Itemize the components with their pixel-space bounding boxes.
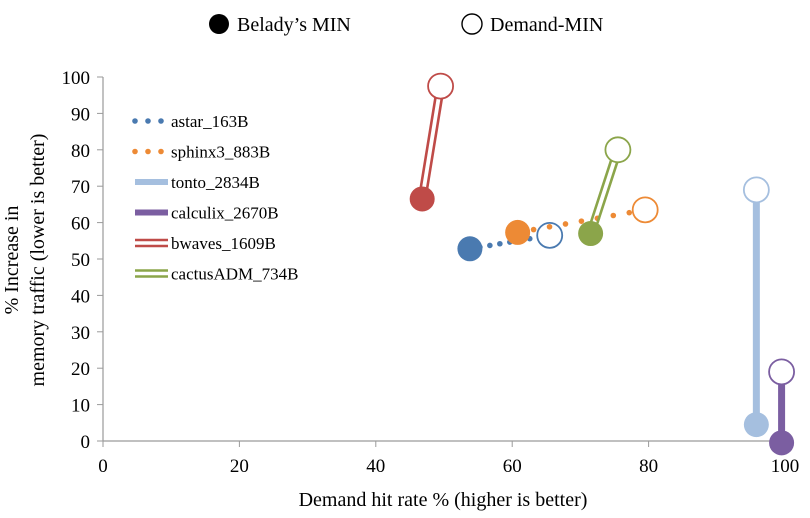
y-tick-label: 20 (71, 359, 90, 380)
belady-min-point (578, 221, 604, 247)
demand-min-point (427, 72, 454, 100)
y-tick-label: 60 (71, 214, 90, 235)
axes: 0 10 20 30 40 50 60 70 80 90 100 0 20 40 60 80 100 (62, 68, 800, 477)
series-astar_163B (457, 221, 564, 262)
connector-line (586, 148, 617, 233)
legend-item-astar_163B: astar_163B (132, 112, 248, 131)
y-tick-label: 10 (71, 396, 90, 417)
legend-item-bwaves_1609B: bwaves_1609B (135, 234, 276, 253)
open-circle-icon (461, 13, 483, 35)
filled-circle-icon (209, 14, 229, 34)
series-layer (409, 72, 795, 456)
legend-label: cactusADM_734B (171, 265, 298, 284)
belady-min-point (769, 430, 795, 456)
demand-min-point (768, 358, 795, 386)
series-calculix_2670B (768, 358, 795, 456)
demand-min-point (604, 136, 632, 164)
demand-min-point (631, 196, 659, 224)
connector-line (417, 85, 439, 199)
y-axis-title-line-1: % Increase in (1, 206, 23, 315)
x-tick-label: 40 (366, 456, 385, 477)
y-tick-label: 50 (71, 250, 90, 271)
series-bwaves_1609B (409, 72, 454, 212)
y-tick-label: 90 (71, 104, 90, 125)
belady-min-point (409, 186, 435, 212)
legend-swatch (145, 148, 151, 155)
series-tonto_2834B (742, 176, 770, 438)
legend-label: tonto_2834B (171, 173, 260, 192)
y-tick-label: 100 (62, 68, 91, 89)
series-sphinx3_883B (505, 196, 659, 245)
demand-min-point (536, 221, 564, 249)
belady-min-point (457, 236, 483, 262)
legend-swatch (132, 118, 138, 124)
legend-swatch (145, 118, 151, 124)
connector-line (424, 86, 446, 200)
legend-item-sphinx3_883B: sphinx3_883B (132, 143, 270, 162)
top-legend: Belady’s MIN Demand-MIN (209, 13, 603, 36)
y-tick-label: 30 (71, 323, 90, 344)
x-tick-label: 100 (771, 456, 800, 477)
top-legend-label: Demand-MIN (490, 14, 603, 36)
connector-line-dot (610, 212, 617, 219)
legend-swatch (158, 118, 164, 124)
belady-min-point (743, 412, 769, 438)
y-tick-label: 40 (71, 286, 90, 307)
connector-line-dot (487, 242, 493, 249)
legend-label: calculix_2670B (171, 204, 279, 223)
series-legend: astar_163B sphinx3_883B tonto_2834Bcalculi… (132, 112, 298, 284)
legend-item-calculix_2670B: calculix_2670B (135, 204, 279, 223)
y-tick-label: 70 (71, 177, 90, 198)
x-tick-label: 60 (503, 456, 522, 477)
top-legend-item: Demand-MIN (461, 13, 603, 36)
connector-line-dot (497, 240, 503, 247)
y-axis-title-line-2: memory traffic (lower is better) (27, 134, 49, 387)
legend-label: astar_163B (171, 112, 248, 131)
connector-line-dot (546, 223, 553, 230)
legend-item-cactusADM_734B: cactusADM_734B (135, 265, 298, 284)
axis-titles: Demand hit rate % (higher is better) % I… (1, 134, 587, 511)
legend-label: sphinx3_883B (171, 143, 270, 162)
demand-min-point (742, 176, 770, 204)
y-tick-label: 0 (81, 432, 91, 453)
top-legend-item: Belady’s MIN (209, 14, 351, 36)
legend-swatch (132, 148, 138, 155)
x-tick-label: 0 (98, 456, 108, 477)
legend-label: bwaves_1609B (171, 234, 276, 253)
belady-min-point (505, 219, 531, 245)
connector-line-dot (530, 226, 537, 233)
legend-item-tonto_2834B: tonto_2834B (135, 173, 260, 192)
series-cactusADM_734B (578, 136, 632, 247)
y-tick-label: 80 (71, 141, 90, 162)
x-axis-title: Demand hit rate % (higher is better) (299, 489, 588, 511)
top-legend-label: Belady’s MIN (237, 14, 351, 36)
connector-line (592, 150, 623, 235)
connector-line-dot (562, 221, 569, 227)
x-tick-label: 80 (639, 456, 658, 477)
legend-swatch (158, 148, 164, 155)
x-tick-label: 20 (230, 456, 249, 477)
connector-line-dot (626, 209, 633, 216)
connector-line-dot (578, 218, 585, 224)
